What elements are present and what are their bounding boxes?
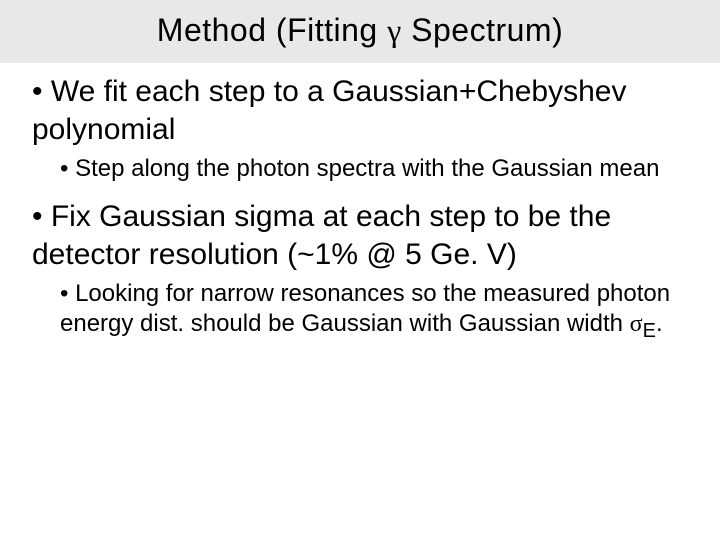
bullet-post: . <box>656 310 663 337</box>
title-post: Spectrum) <box>402 12 563 48</box>
sigma-symbol: σ <box>630 311 643 337</box>
title-bar: Method (Fitting γ Spectrum) <box>0 0 720 63</box>
bullet-text: • We fit each step to a Gaussian+Chebysh… <box>32 75 626 146</box>
bullet-text: • Step along the photon spectra with the… <box>60 155 659 182</box>
content-area: • We fit each step to a Gaussian+Chebysh… <box>0 63 720 378</box>
bullet-level1: • Fix Gaussian sigma at each step to be … <box>32 198 688 273</box>
sigma-subscript: E <box>643 320 656 342</box>
bullet-level1: • We fit each step to a Gaussian+Chebysh… <box>32 73 688 148</box>
page-title: Method (Fitting γ Spectrum) <box>20 12 700 49</box>
bullet-text: • Fix Gaussian sigma at each step to be … <box>32 200 611 271</box>
bullet-level2: • Looking for narrow resonances so the m… <box>60 279 688 344</box>
bullet-pre: • Looking for narrow resonances so the m… <box>60 280 670 337</box>
bullet-level2: • Step along the photon spectra with the… <box>60 154 688 184</box>
title-pre: Method (Fitting <box>157 12 387 48</box>
gamma-symbol: γ <box>387 12 402 48</box>
